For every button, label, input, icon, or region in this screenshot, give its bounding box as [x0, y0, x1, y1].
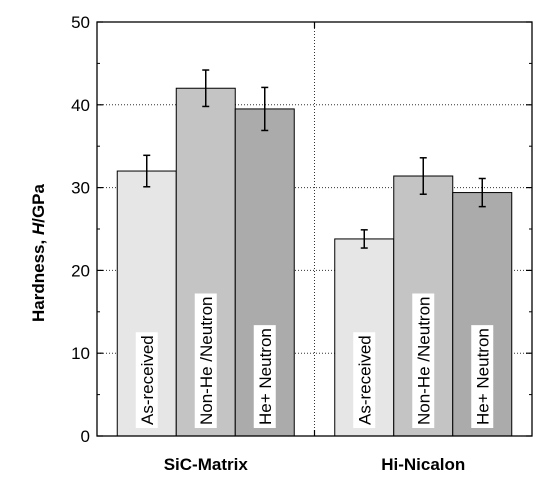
bar-label-g0-b0: As-received: [138, 335, 157, 425]
bar-label-bg-g0-b1: [194, 293, 217, 428]
y-tick-label-2: 20: [71, 261, 90, 280]
y-tick-label-3: 30: [71, 179, 90, 198]
bar-label-bg-g1-b1: [412, 293, 435, 428]
y-tick-label-0: 0: [81, 427, 90, 446]
bar-label-group-g0-b2: He+ Neutron: [253, 325, 276, 428]
bar-label-group-g0-b1: Non-He /Neutron: [194, 293, 217, 428]
y-axis-label-prefix: Hardness,: [29, 235, 48, 322]
bar-label-group-g1-b1: Non-He /Neutron: [412, 293, 435, 428]
y-tick-label-5: 50: [71, 13, 90, 32]
y-axis-label-italic: H: [29, 222, 48, 235]
y-tick-label-1: 10: [71, 344, 90, 363]
group-label-1: Hi-Nicalon: [381, 455, 465, 474]
bar-label-bg-g1-b0: [353, 332, 376, 428]
bar-label-group-g1-b2: He+ Neutron: [471, 325, 494, 428]
bar-label-g1-b2: He+ Neutron: [473, 328, 492, 425]
bar-label-bg-g1-b2: [471, 325, 494, 428]
bar-label-bg-g0-b2: [253, 325, 276, 428]
bar-label-g1-b0: As-received: [355, 335, 374, 425]
bar-label-group-g1-b0: As-received: [353, 332, 376, 428]
y-axis-label: Hardness, H/GPa: [29, 183, 48, 322]
bar-label-g0-b2: He+ Neutron: [256, 328, 275, 425]
labels: As-received Non-He /Neutron He+ Neutron SiC…: [71, 13, 494, 474]
group-label-0: SiC-Matrix: [164, 455, 249, 474]
bar-label-group-g0-b0: As-received: [135, 332, 158, 428]
y-tick-label-4: 40: [71, 96, 90, 115]
y-axis-label-suffix: /GPa: [29, 183, 48, 222]
bar-label-bg-g0-b0: [135, 332, 158, 428]
bar-label-g0-b1: Non-He /Neutron: [197, 296, 216, 425]
bar-label-g1-b1: Non-He /Neutron: [414, 296, 433, 425]
axes: [96, 21, 533, 437]
